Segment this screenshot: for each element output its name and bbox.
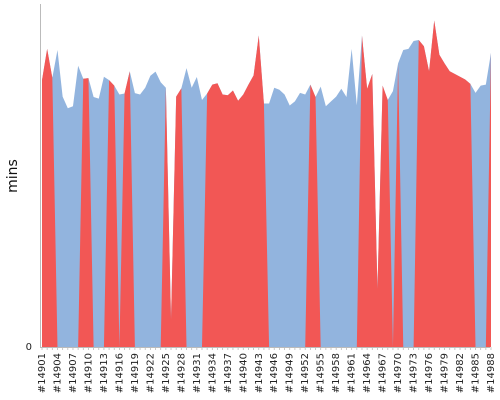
series-area-red [42,20,491,348]
x-tick-label: #14907 [68,353,79,393]
x-tick-label: #14967 [378,353,389,393]
x-tick-label: #14919 [130,353,141,393]
x-tick-label: #14901 [37,353,48,393]
x-tick-label: #14985 [471,353,482,393]
x-tick-label: #14958 [331,353,342,393]
y-tick-label: 0 [26,342,32,353]
x-tick-label: #14988 [486,353,497,393]
x-tick-label: #14970 [393,353,404,393]
series-areas [42,20,491,348]
x-tick-label: #14949 [285,353,296,393]
x-tick-label: #14982 [455,353,466,393]
x-tick-label: #14973 [409,353,420,393]
x-tick-label: #14934 [207,353,218,393]
x-tick-label: #14937 [223,353,234,393]
x-ticks: #14901 #14904 #14907 #14910 #14913 #14916 #149… [37,347,497,393]
x-tick-label: #14946 [269,353,280,393]
x-tick-label: #14931 [192,353,203,393]
x-tick-label: #14964 [362,353,373,393]
y-axis-label: mins [5,159,21,193]
x-tick-label: #14940 [238,353,249,393]
x-tick-label: #14913 [99,353,110,393]
x-tick-label: #14910 [83,353,94,393]
x-tick-label: #14955 [316,353,327,393]
x-tick-label: #14952 [300,353,311,393]
x-tick-label: #14925 [161,353,172,393]
x-tick-label: #14928 [176,353,187,393]
x-tick-label: #14922 [145,353,156,393]
x-tick-label: #14904 [52,353,63,393]
x-tick-label: #14961 [347,353,358,393]
x-tick-label: #14976 [424,353,435,393]
x-tick-label: #14979 [440,353,451,393]
x-tick-label: #14916 [114,353,125,393]
x-tick-label: #14943 [254,353,265,393]
